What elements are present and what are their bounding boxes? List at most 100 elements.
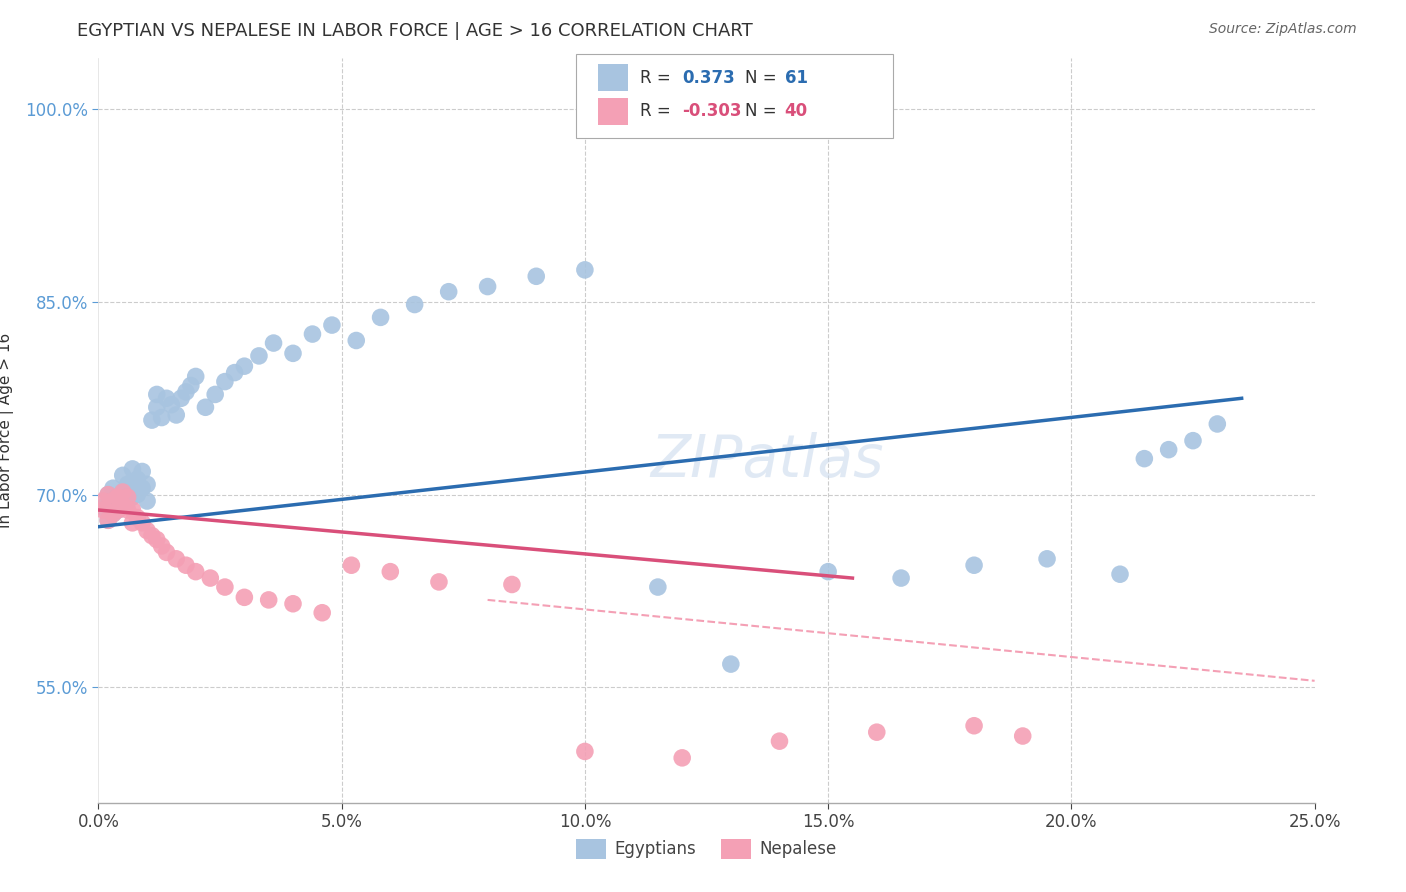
Point	[574, 744, 596, 758]
Point	[647, 580, 669, 594]
Point	[141, 413, 163, 427]
Point	[194, 401, 217, 415]
Point	[477, 279, 499, 293]
Point	[146, 533, 169, 547]
Point	[101, 494, 124, 508]
Point	[281, 597, 304, 611]
Text: Source: ZipAtlas.com: Source: ZipAtlas.com	[1209, 22, 1357, 37]
Text: ZIPatlas: ZIPatlas	[651, 432, 884, 489]
Point	[768, 734, 790, 748]
Point	[146, 401, 169, 415]
Point	[170, 392, 193, 406]
Point	[214, 580, 236, 594]
Point	[101, 481, 124, 495]
Point	[97, 513, 120, 527]
Point	[117, 494, 139, 508]
Point	[1036, 551, 1059, 566]
Point	[101, 507, 124, 521]
Point	[121, 516, 143, 530]
Point	[524, 269, 547, 284]
Point	[165, 408, 187, 422]
Point	[281, 346, 304, 360]
Point	[174, 384, 197, 399]
Point	[91, 503, 114, 517]
Point	[817, 565, 839, 579]
Text: 61: 61	[785, 69, 807, 87]
Point	[233, 591, 256, 605]
Text: R =: R =	[640, 69, 671, 87]
Point	[91, 500, 114, 515]
Point	[321, 318, 343, 332]
Point	[121, 475, 143, 489]
Point	[233, 359, 256, 374]
Point	[127, 510, 149, 524]
Point	[111, 498, 134, 512]
Point	[107, 490, 129, 504]
Point	[184, 369, 207, 384]
Point	[247, 349, 270, 363]
Point	[1011, 729, 1033, 743]
Point	[301, 327, 323, 342]
Point	[101, 507, 124, 521]
Point	[890, 571, 912, 585]
Point	[204, 387, 226, 401]
Point	[427, 574, 450, 589]
Point	[1206, 417, 1229, 431]
Text: 0.373: 0.373	[682, 69, 735, 87]
Point	[963, 719, 986, 733]
Point	[146, 387, 169, 401]
Point	[340, 558, 363, 573]
Point	[155, 545, 177, 559]
Point	[150, 410, 173, 425]
Point	[136, 524, 159, 538]
Point	[131, 516, 153, 530]
Point	[174, 558, 197, 573]
Point	[131, 465, 153, 479]
Point	[437, 285, 460, 299]
Point	[1157, 442, 1180, 457]
Legend: Egyptians, Nepalese: Egyptians, Nepalese	[569, 832, 844, 865]
Point	[111, 485, 134, 500]
Point	[720, 657, 742, 672]
Point	[107, 503, 129, 517]
Point	[257, 593, 280, 607]
Text: EGYPTIAN VS NEPALESE IN LABOR FORCE | AGE > 16 CORRELATION CHART: EGYPTIAN VS NEPALESE IN LABOR FORCE | AG…	[77, 22, 754, 40]
Point	[1109, 567, 1132, 582]
Point	[224, 366, 246, 380]
Point	[370, 310, 392, 325]
Point	[574, 263, 596, 277]
Point	[117, 490, 139, 504]
Point	[127, 472, 149, 486]
Point	[150, 539, 173, 553]
Point	[404, 297, 426, 311]
Point	[111, 498, 134, 512]
Point	[1133, 451, 1156, 466]
Text: -0.303: -0.303	[682, 103, 741, 120]
Point	[866, 725, 889, 739]
Y-axis label: In Labor Force | Age > 16: In Labor Force | Age > 16	[0, 333, 14, 528]
Point	[501, 577, 523, 591]
Point	[155, 392, 177, 406]
Point	[200, 571, 222, 585]
Point	[117, 503, 139, 517]
Text: N =: N =	[745, 69, 776, 87]
Point	[671, 751, 693, 765]
Point	[107, 503, 129, 517]
Point	[111, 468, 134, 483]
Point	[121, 462, 143, 476]
Point	[121, 490, 143, 504]
Point	[160, 398, 183, 412]
Point	[136, 477, 159, 491]
Point	[184, 565, 207, 579]
Point	[97, 487, 120, 501]
Point	[127, 487, 149, 501]
Text: 40: 40	[785, 103, 807, 120]
Point	[101, 494, 124, 508]
Text: R =: R =	[640, 103, 671, 120]
Point	[136, 494, 159, 508]
Point	[97, 487, 120, 501]
Point	[344, 334, 367, 348]
Point	[263, 336, 285, 351]
Point	[121, 503, 143, 517]
Point	[963, 558, 986, 573]
